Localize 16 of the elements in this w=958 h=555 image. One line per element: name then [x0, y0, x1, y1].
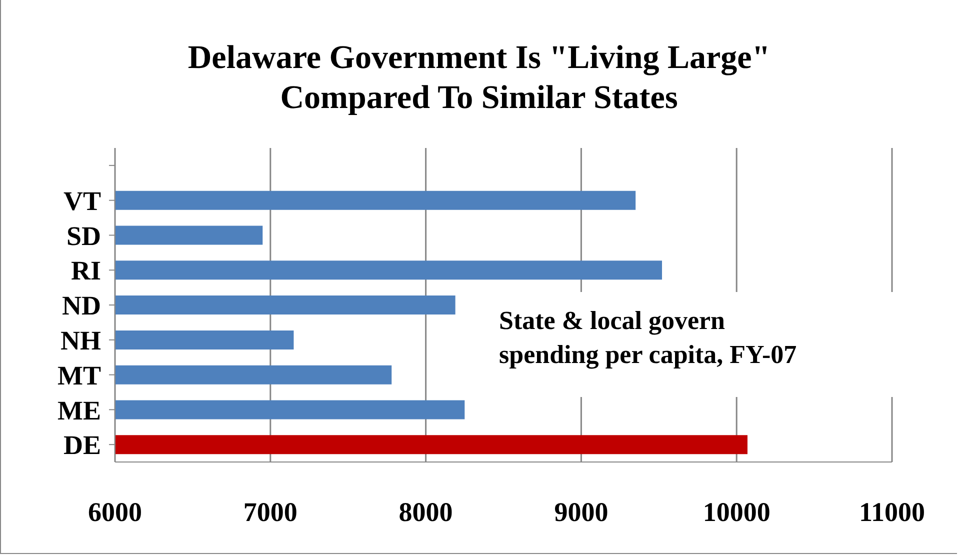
y-tick-label: NH	[60, 325, 101, 356]
chart-title: Delaware Government Is "Living Large" Compared To Similar States	[186, 39, 772, 118]
x-tick-label: 11000	[858, 497, 926, 528]
y-tick-label: RI	[70, 256, 101, 286]
y-tick-label: DE	[63, 430, 101, 460]
y-tick-label: ME	[58, 395, 101, 426]
y-tick-label: VT	[63, 186, 101, 216]
x-tick-label: 7000	[243, 497, 298, 528]
x-tick-label: 6000	[88, 497, 142, 528]
x-tick-label: 9000	[554, 497, 608, 528]
x-tick-label: 10000	[702, 497, 770, 528]
y-tick-label: MT	[58, 360, 101, 390]
y-tick-label: SD	[66, 220, 101, 251]
annotation: State & local govern spending per capita, FY-07	[499, 305, 798, 371]
y-tick-label: ND	[62, 290, 101, 321]
x-tick-label: 8000	[398, 497, 453, 528]
